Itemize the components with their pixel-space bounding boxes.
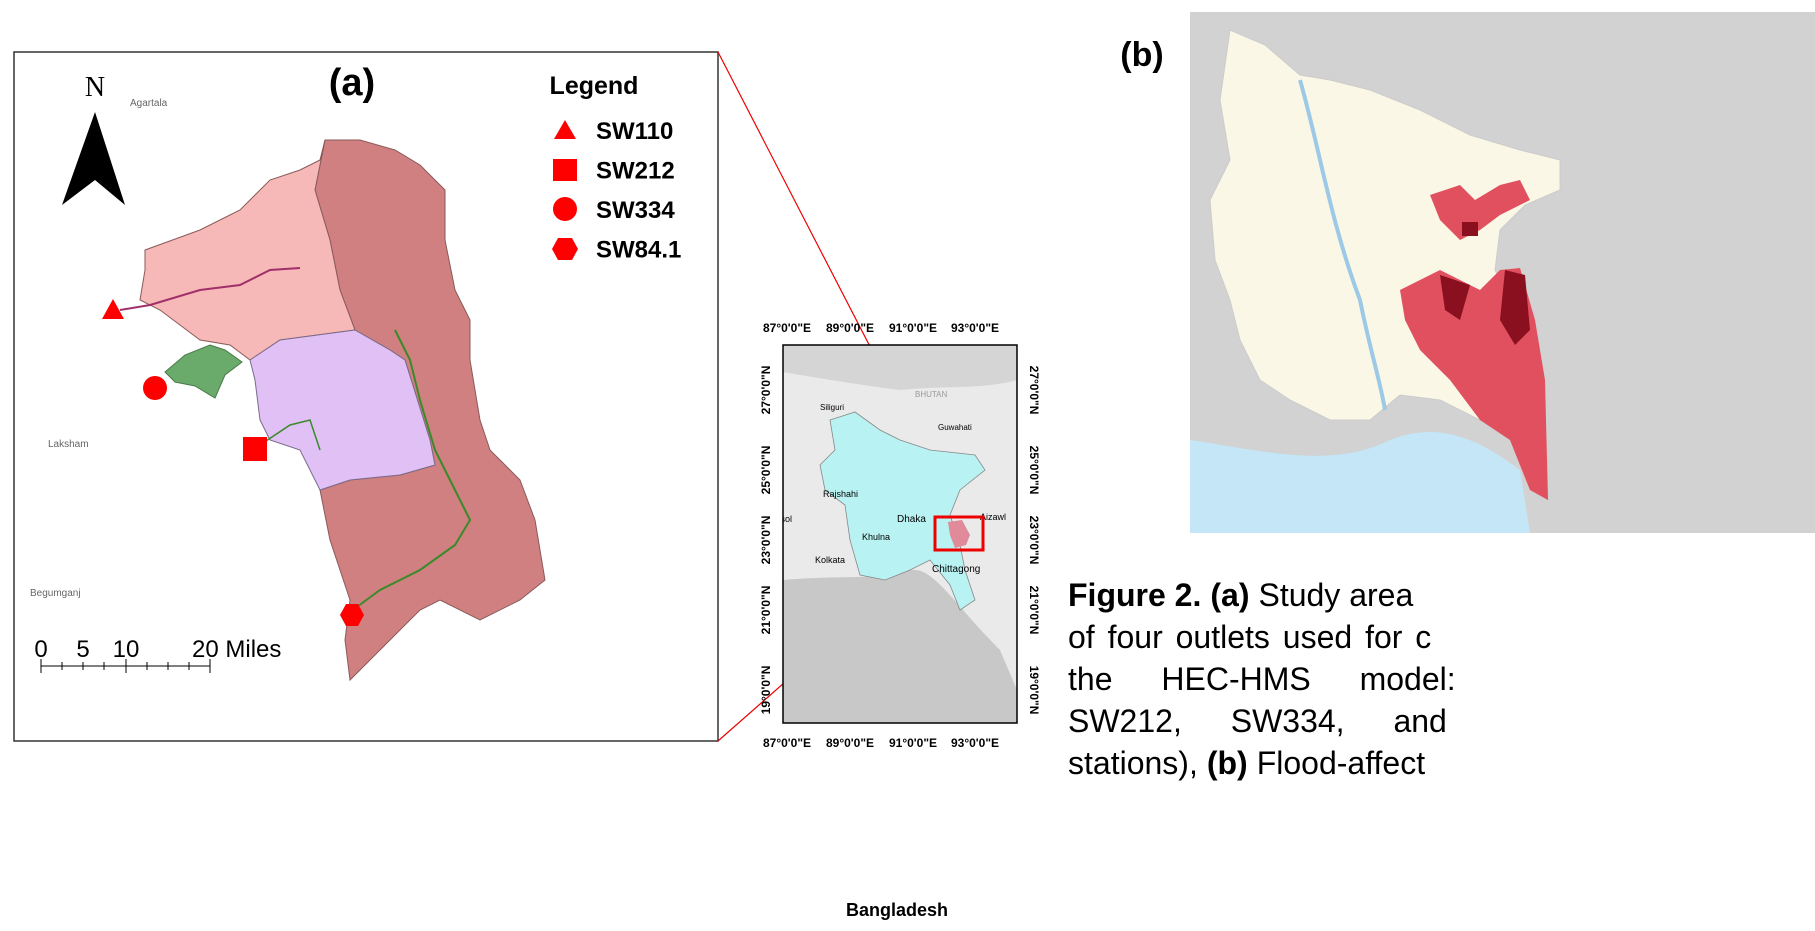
caption-line: of four outlets used for c xyxy=(1068,619,1440,656)
scale-label: 20 Miles xyxy=(192,636,281,663)
inset-place: Dhaka xyxy=(897,514,926,525)
outlet-sw334 xyxy=(143,376,167,400)
page: (a) N Legend SW110 SW212 SW334 SW84.1 Agart… xyxy=(0,0,1815,931)
scale-label: 0 xyxy=(34,636,47,663)
inset-place: Guwahati xyxy=(938,423,972,432)
inset-place: BHUTAN xyxy=(915,390,948,399)
scale-label: 5 xyxy=(76,636,89,663)
panel-label: (b) xyxy=(1120,36,1163,74)
latitude-label: 23°0'0"N xyxy=(759,516,773,565)
panel-label: (a) xyxy=(329,62,375,104)
longitude-label: 87°0'0"E xyxy=(763,736,811,750)
place-label: Begumganj xyxy=(30,588,81,599)
inset-caption: Bangladesh xyxy=(846,900,948,920)
latitude-label: 21°0'0"N xyxy=(1027,586,1041,635)
caption-line: SW212, SW334, and xyxy=(1068,703,1456,740)
longitude-label: 93°0'0"E xyxy=(951,321,999,335)
inset-place: Khulna xyxy=(862,532,890,542)
caption-line: stations),(b)Flood-affect xyxy=(1068,745,1434,782)
caption-text: Flood-affect xyxy=(1257,745,1425,781)
caption-text: the HEC-HMS model: xyxy=(1068,661,1456,697)
latitude-label: 25°0'0"N xyxy=(1027,446,1041,495)
inset-place: Rajshahi xyxy=(823,489,858,499)
latitude-label: 19°0'0"N xyxy=(759,666,773,715)
caption-text: Figure 2. xyxy=(1068,577,1201,613)
legend-label: SW110 xyxy=(596,118,673,145)
longitude-label: 93°0'0"E xyxy=(951,736,999,750)
legend-label: SW334 xyxy=(596,197,675,224)
inset-place: Kolkata xyxy=(815,555,845,565)
latitude-label: 27°0'0"N xyxy=(759,366,773,415)
caption-text: (b) xyxy=(1207,745,1248,781)
inset-place: Siliguri xyxy=(820,403,844,412)
caption-text: (a) xyxy=(1210,577,1249,613)
longitude-label: 91°0'0"E xyxy=(889,321,937,335)
longitude-label: 91°0'0"E xyxy=(889,736,937,750)
north-label: N xyxy=(85,72,105,103)
caption-line: the HEC-HMS model: xyxy=(1068,661,1465,698)
caption-text: SW212, SW334, and xyxy=(1068,703,1447,739)
flood-area-severe xyxy=(1462,222,1478,236)
legend-label: SW84.1 xyxy=(596,237,681,264)
legend-title: Legend xyxy=(550,72,639,100)
place-label: Agartala xyxy=(130,98,168,109)
longitude-label: 87°0'0"E xyxy=(763,321,811,335)
longitude-label: 89°0'0"E xyxy=(826,736,874,750)
inset-place: Chittagong xyxy=(932,564,980,575)
figure: (a) N Legend SW110 SW212 SW334 SW84.1 Agart… xyxy=(0,0,1815,931)
legend-square xyxy=(553,159,577,181)
latitude-label: 19°0'0"N xyxy=(1027,666,1041,715)
latitude-label: 25°0'0"N xyxy=(759,446,773,495)
caption-line: Figure 2.(a)Study area xyxy=(1068,577,1422,614)
legend-circle xyxy=(553,197,577,221)
outlet-sw212 xyxy=(243,437,267,461)
latitude-label: 23°0'0"N xyxy=(1027,516,1041,565)
longitude-label: 89°0'0"E xyxy=(826,321,874,335)
legend-label: SW212 xyxy=(596,158,675,185)
caption-text: of four outlets used for c xyxy=(1068,619,1431,655)
latitude-label: 21°0'0"N xyxy=(759,586,773,635)
latitude-label: 27°0'0"N xyxy=(1027,366,1041,415)
caption-text: Study area xyxy=(1258,577,1413,613)
scale-label: 10 xyxy=(113,636,140,663)
place-label: Laksham xyxy=(48,439,89,450)
caption-text: stations), xyxy=(1068,745,1198,781)
